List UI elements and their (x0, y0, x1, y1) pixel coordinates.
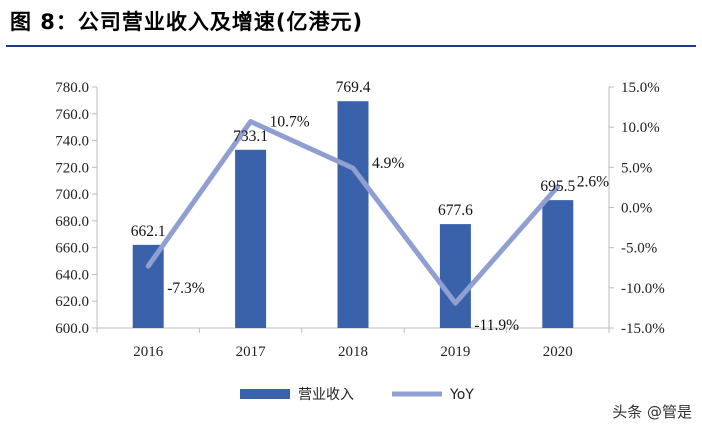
legend-bar-label: 营业收入 (298, 387, 354, 403)
left-tick-label: 700.0 (55, 187, 89, 203)
watermark: 头条 @管是 (612, 403, 692, 421)
legend-line-label: YoY (449, 387, 474, 403)
x-tick-label: 2016 (133, 344, 164, 360)
right-tick-label: -10.0% (621, 281, 665, 297)
right-tick-label: 0.0% (621, 201, 652, 217)
bar-value-label: 733.1 (233, 128, 268, 145)
left-tick-label: 680.0 (55, 214, 89, 230)
x-tick-label: 2019 (440, 344, 470, 360)
legend: 营业收入 YoY (240, 387, 474, 403)
yoy-value-label: 2.6% (577, 174, 609, 191)
yoy-value-label: -7.3% (167, 280, 205, 297)
x-tick-label: 2020 (543, 344, 573, 360)
yoy-point-2018 (352, 167, 354, 169)
right-tick-label: -5.0% (621, 241, 657, 257)
chart-title: 图 8：公司营业收入及增速(亿港元) (10, 10, 364, 34)
left-tick-label: 760.0 (55, 107, 89, 123)
bar-value-label: 695.5 (540, 178, 575, 195)
yoy-point-2017 (250, 121, 252, 123)
bar-value-label: 769.4 (336, 79, 371, 96)
left-tick-label: 780.0 (55, 80, 89, 96)
yoy-point-2016 (147, 265, 149, 267)
left-tick-label: 600.0 (55, 321, 89, 337)
bar-2019 (439, 224, 471, 328)
bar-2020 (542, 200, 574, 328)
yoy-value-label: -11.9% (474, 317, 519, 334)
axes: 600.0 620.0 640.0 660.0 680.0 700.0 720.0 740.0… (55, 80, 665, 360)
bar-2017 (235, 149, 267, 328)
x-tick-label: 2017 (236, 344, 267, 360)
left-tick-label: 720.0 (55, 160, 89, 176)
yoy-value-label: 4.9% (372, 155, 404, 172)
left-tick-label: 740.0 (55, 134, 89, 150)
yoy-point-2019 (454, 302, 456, 304)
bar-series (132, 101, 574, 328)
right-tick-label: 15.0% (621, 80, 660, 96)
yoy-value-label: 10.7% (270, 114, 310, 131)
yoy-point-2020 (557, 186, 559, 188)
bar-2018 (337, 101, 369, 328)
legend-bar-swatch (240, 389, 290, 399)
data-labels: 662.1 733.1 769.4 677.6 695.5 -7.3% 10.7% 4.9% -… (131, 79, 609, 334)
right-tick-label: 10.0% (621, 120, 660, 136)
bar-value-label: 677.6 (438, 202, 473, 219)
right-tick-label: 5.0% (621, 160, 652, 176)
bar-value-label: 662.1 (131, 223, 166, 240)
title-underline (6, 45, 696, 47)
x-tick-label: 2018 (338, 344, 368, 360)
left-tick-label: 620.0 (55, 294, 89, 310)
bar-2016 (132, 244, 164, 328)
yoy-series (145, 119, 561, 306)
left-tick-label: 660.0 (55, 241, 89, 257)
left-tick-label: 640.0 (55, 267, 89, 283)
right-tick-label: -15.0% (621, 321, 665, 337)
